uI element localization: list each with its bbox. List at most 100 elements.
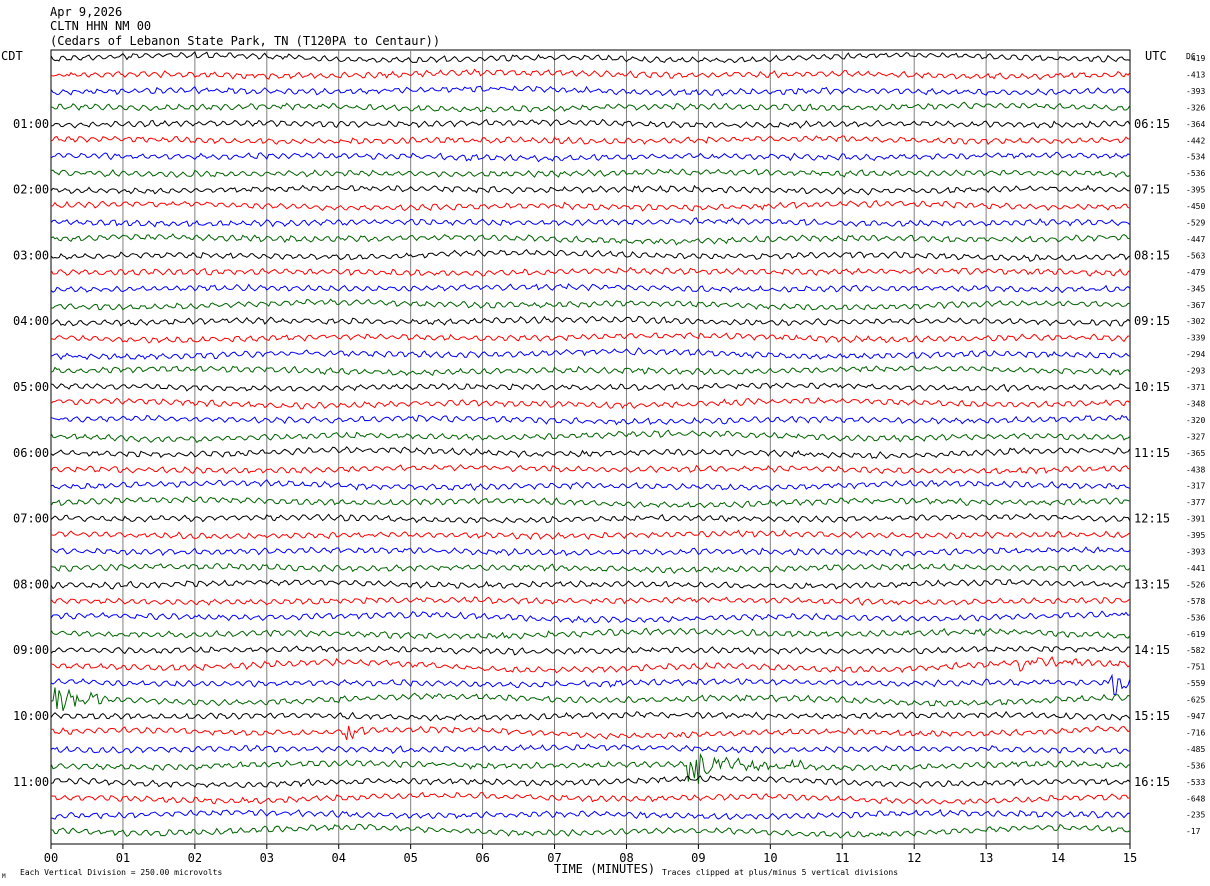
- dc-offset-label: -364: [1186, 120, 1205, 129]
- seismic-trace: [50, 496, 1131, 509]
- dc-offset-label: -751: [1186, 663, 1205, 672]
- cdt-hour-label: 10:00: [13, 709, 49, 723]
- dc-offset-label: -17: [1186, 827, 1201, 836]
- dc-offset-label: -317: [1186, 482, 1205, 491]
- seismic-trace: [50, 414, 1131, 426]
- seismic-traces: [50, 51, 1131, 839]
- location-label: (Cedars of Lebanon State Park, TN (T120P…: [50, 34, 440, 48]
- seismic-trace: [50, 298, 1131, 311]
- seismic-trace: [50, 51, 1131, 64]
- cdt-hour-label: 01:00: [13, 117, 49, 131]
- dc-offset-label: -648: [1186, 794, 1205, 803]
- cdt-hour-label: 08:00: [13, 577, 49, 591]
- dc-offset-label: -326: [1186, 103, 1205, 112]
- dc-offset-label: -479: [1186, 268, 1205, 277]
- seismic-trace: [50, 85, 1131, 97]
- dc-offset-label: -367: [1186, 301, 1205, 310]
- utc-hour-label: 06:15: [1134, 117, 1170, 131]
- seismic-trace: [50, 446, 1131, 460]
- seismic-trace: [50, 710, 1131, 722]
- x-tick-label: 12: [907, 851, 921, 865]
- utc-hour-label: 07:15: [1134, 183, 1170, 197]
- x-axis-title: TIME (MINUTES): [554, 862, 655, 876]
- seismic-trace: [50, 233, 1131, 246]
- dc-label: DC: [1186, 52, 1196, 61]
- seismic-trace: [50, 823, 1131, 839]
- seismic-trace: [50, 217, 1131, 228]
- seismic-trace: [50, 578, 1131, 590]
- x-axis-tick-labels: 00 01 02 03 04 05 06 07 08 09 10 11 12 13 14 15: [44, 851, 1137, 865]
- dc-offset-label: -377: [1186, 498, 1205, 507]
- dc-offset-label: -716: [1186, 728, 1205, 737]
- dc-offset-label: -582: [1186, 646, 1205, 655]
- dc-offset-label: -625: [1186, 696, 1205, 705]
- dc-offset-label: -413: [1186, 70, 1205, 79]
- dc-offset-label: -320: [1186, 416, 1205, 425]
- cdt-hour-label: 07:00: [13, 512, 49, 526]
- seismic-trace: [50, 687, 1131, 711]
- x-tick-label: 11: [835, 851, 849, 865]
- dc-offset-label: -419: [1186, 54, 1205, 63]
- utc-hour-label: 09:15: [1134, 314, 1170, 328]
- seismic-trace: [50, 775, 1131, 789]
- dc-offset-label: -235: [1186, 811, 1205, 820]
- seismic-trace: [50, 479, 1131, 492]
- plot-frame: [50, 49, 1131, 845]
- cdt-hour-label: 04:00: [13, 314, 49, 328]
- seismic-trace: [50, 68, 1131, 81]
- seismic-trace: [50, 283, 1131, 294]
- dc-offset-label: -391: [1186, 515, 1205, 524]
- seismic-trace: [50, 596, 1131, 606]
- x-tick-label: 06: [475, 851, 489, 865]
- clip-note: Traces clipped at plus/minus 5 vertical …: [662, 868, 898, 877]
- utc-hour-label: 14:15: [1134, 643, 1170, 657]
- scale-note: Each Vertical Division = 250.00 microvol…: [20, 868, 222, 877]
- dc-offset-label: -393: [1186, 548, 1205, 557]
- seismic-trace: [50, 151, 1131, 163]
- dc-offset-label: -339: [1186, 334, 1205, 343]
- dc-offset-label: -447: [1186, 235, 1205, 244]
- dc-offset-label: -529: [1186, 219, 1205, 228]
- x-tick-label: 01: [116, 851, 130, 865]
- station-label: CLTN HHN NM 00: [50, 19, 151, 33]
- x-tick-label: 13: [979, 851, 993, 865]
- dc-offset-label: -294: [1186, 350, 1205, 359]
- seismic-trace: [50, 365, 1131, 377]
- dc-offset-label: -395: [1186, 531, 1205, 540]
- dc-offset-label: -534: [1186, 153, 1205, 162]
- seismic-trace: [50, 627, 1131, 640]
- seismic-trace: [50, 562, 1131, 574]
- minute-gridlines: [50, 49, 1131, 849]
- seismic-trace: [50, 248, 1131, 262]
- x-tick-label: 07: [547, 851, 561, 865]
- seismic-trace: [50, 529, 1131, 540]
- dc-offset-label: -365: [1186, 449, 1205, 458]
- seismic-trace: [50, 464, 1131, 475]
- dc-offset-label: -533: [1186, 778, 1205, 787]
- seismic-trace: [50, 382, 1131, 393]
- dc-offset-label: -327: [1186, 432, 1205, 441]
- cdt-hour-labels: 01:00 02:00 03:00 04:00 05:00 06:00 07:00 08:00…: [13, 117, 49, 789]
- x-tick-label: 03: [260, 851, 274, 865]
- x-tick-label: 02: [188, 851, 202, 865]
- seismic-trace: [50, 513, 1131, 524]
- utc-hour-label: 13:15: [1134, 577, 1170, 591]
- seismic-trace: [50, 752, 1131, 784]
- x-tick-label: 10: [763, 851, 777, 865]
- utc-hour-label: 12:15: [1134, 512, 1170, 526]
- seismic-trace: [50, 101, 1131, 113]
- x-tick-label: 14: [1051, 851, 1065, 865]
- cdt-hour-label: 06:00: [13, 446, 49, 460]
- cdt-hour-label: 05:00: [13, 380, 49, 394]
- x-tick-label: 15: [1123, 851, 1137, 865]
- utc-hour-label: 10:15: [1134, 380, 1170, 394]
- dc-offset-label: -485: [1186, 745, 1205, 754]
- seismic-trace: [50, 118, 1131, 129]
- dc-offset-label: -293: [1186, 367, 1205, 376]
- seismic-trace: [50, 546, 1131, 557]
- seismic-trace: [50, 397, 1131, 410]
- cdt-hour-label: 03:00: [13, 248, 49, 262]
- seismic-trace: [50, 645, 1131, 656]
- seismic-trace: [50, 743, 1131, 755]
